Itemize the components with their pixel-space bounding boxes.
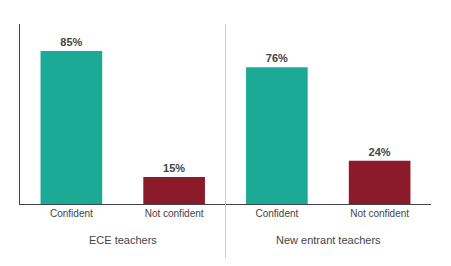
svg-text:Not confident: Not confident bbox=[145, 208, 204, 219]
svg-text:15%: 15% bbox=[163, 162, 185, 174]
svg-text:ECE teachers: ECE teachers bbox=[89, 234, 157, 246]
svg-text:New entrant teachers: New entrant teachers bbox=[276, 234, 381, 246]
svg-text:76%: 76% bbox=[266, 52, 288, 64]
svg-text:85%: 85% bbox=[60, 36, 82, 48]
svg-text:Not confident: Not confident bbox=[350, 208, 409, 219]
svg-text:Confident: Confident bbox=[50, 208, 93, 219]
svg-text:24%: 24% bbox=[369, 146, 391, 158]
svg-text:Confident: Confident bbox=[255, 208, 298, 219]
